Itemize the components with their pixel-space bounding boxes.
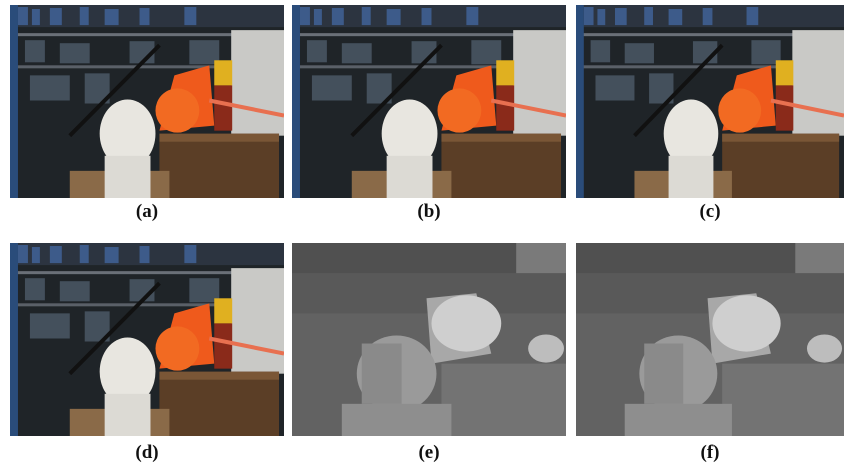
caption-label: (f) xyxy=(573,442,844,464)
caption-label: (d) xyxy=(10,442,284,464)
caption-label: (a) xyxy=(10,201,284,223)
figure: (a) (b) (c) (d) (e) (f) (() => { const d… xyxy=(0,0,844,470)
image xyxy=(10,243,284,436)
caption-label: (e) xyxy=(292,442,566,464)
image xyxy=(576,5,844,198)
image xyxy=(576,243,844,436)
caption-label: (c) xyxy=(573,201,844,223)
image xyxy=(292,5,566,198)
caption-label: (b) xyxy=(292,201,566,223)
image xyxy=(292,243,566,436)
image xyxy=(10,5,284,198)
